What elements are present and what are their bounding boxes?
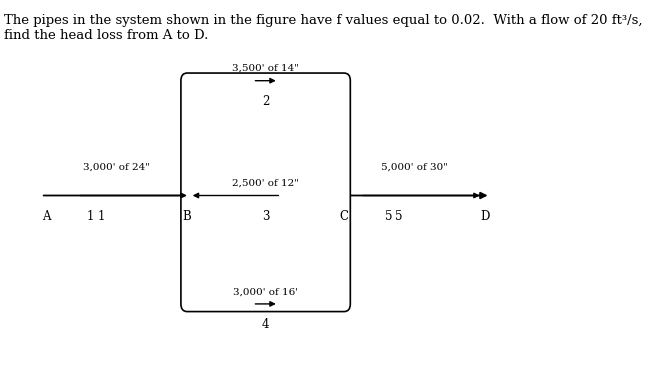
Text: D: D: [480, 210, 490, 222]
FancyBboxPatch shape: [181, 73, 351, 312]
Text: 3,000' of 16': 3,000' of 16': [233, 287, 298, 296]
Text: 3,000' of 24": 3,000' of 24": [83, 162, 150, 171]
Text: 2,500' of 12": 2,500' of 12": [232, 179, 299, 188]
Text: 4: 4: [262, 318, 270, 331]
Text: The pipes in the system shown in the figure have f values equal to 0.02.  With a: The pipes in the system shown in the fig…: [4, 14, 643, 42]
Text: 3,500' of 14": 3,500' of 14": [232, 64, 299, 73]
Text: 5: 5: [395, 210, 403, 222]
Text: A: A: [42, 210, 50, 222]
Text: 5,000' of 30": 5,000' of 30": [381, 162, 448, 171]
Text: B: B: [183, 210, 192, 222]
Text: 2: 2: [262, 95, 270, 108]
Text: 5: 5: [385, 210, 392, 222]
Text: 1: 1: [98, 210, 105, 222]
Text: C: C: [339, 210, 349, 222]
Text: 1: 1: [87, 210, 94, 222]
Text: 3: 3: [262, 210, 270, 222]
